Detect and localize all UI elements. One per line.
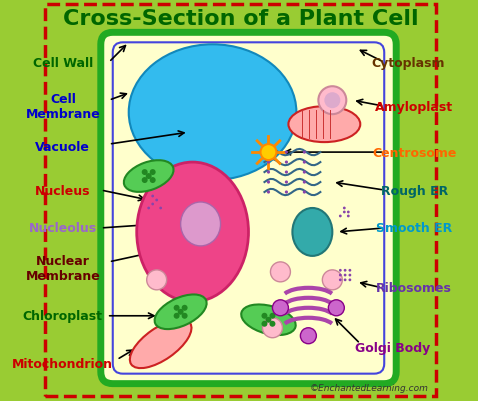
Ellipse shape [159, 207, 162, 210]
Text: Mitochondrion: Mitochondrion [12, 357, 113, 370]
Text: Amyloplast: Amyloplast [375, 100, 453, 113]
Ellipse shape [130, 320, 192, 368]
Ellipse shape [303, 151, 306, 154]
Ellipse shape [348, 274, 351, 277]
Ellipse shape [288, 107, 360, 143]
Ellipse shape [339, 279, 342, 282]
Ellipse shape [344, 274, 347, 277]
Ellipse shape [154, 295, 206, 329]
Ellipse shape [147, 207, 150, 210]
Text: Vacuole: Vacuole [35, 140, 90, 153]
Ellipse shape [141, 178, 148, 184]
Text: Cell Wall: Cell Wall [33, 57, 93, 70]
Ellipse shape [285, 181, 288, 184]
Ellipse shape [155, 199, 158, 202]
Ellipse shape [151, 203, 154, 206]
Ellipse shape [174, 313, 180, 319]
Ellipse shape [322, 270, 342, 290]
Text: ©EnchantedLearning.com: ©EnchantedLearning.com [309, 383, 428, 392]
Ellipse shape [129, 45, 296, 180]
Ellipse shape [347, 215, 350, 218]
Ellipse shape [343, 207, 346, 210]
Text: Cross-Section of a Plant Cell: Cross-Section of a Plant Cell [63, 9, 418, 29]
Ellipse shape [285, 171, 288, 174]
Text: Nucleolus: Nucleolus [29, 222, 97, 235]
Ellipse shape [267, 171, 270, 174]
Text: Golgi Body: Golgi Body [355, 341, 430, 354]
Ellipse shape [267, 181, 270, 184]
Text: Chloroplast: Chloroplast [23, 310, 103, 322]
Ellipse shape [182, 313, 187, 319]
Ellipse shape [146, 174, 152, 180]
Ellipse shape [124, 161, 174, 192]
Ellipse shape [347, 211, 350, 214]
Ellipse shape [267, 161, 270, 164]
Ellipse shape [270, 313, 275, 319]
Ellipse shape [181, 203, 220, 246]
Text: Nucleus: Nucleus [35, 184, 91, 197]
Ellipse shape [303, 171, 306, 174]
Text: Cytoplasm: Cytoplasm [371, 57, 445, 70]
Ellipse shape [285, 161, 288, 164]
Text: Cell
Membrane: Cell Membrane [25, 93, 100, 121]
Ellipse shape [325, 93, 340, 109]
Ellipse shape [303, 181, 306, 184]
Text: Smooth ER: Smooth ER [376, 222, 452, 235]
Ellipse shape [267, 151, 270, 154]
Ellipse shape [300, 328, 316, 344]
Ellipse shape [241, 305, 296, 335]
Ellipse shape [137, 163, 249, 302]
Ellipse shape [328, 300, 344, 316]
Ellipse shape [261, 145, 276, 161]
Ellipse shape [318, 87, 346, 115]
Ellipse shape [303, 191, 306, 194]
Ellipse shape [272, 300, 288, 316]
Ellipse shape [262, 318, 282, 338]
Ellipse shape [343, 211, 346, 214]
Ellipse shape [147, 270, 167, 290]
Ellipse shape [265, 317, 272, 323]
Ellipse shape [261, 313, 268, 319]
Ellipse shape [270, 321, 275, 327]
Ellipse shape [151, 195, 154, 198]
FancyBboxPatch shape [101, 33, 396, 384]
Ellipse shape [348, 269, 351, 272]
Text: Centrosome: Centrosome [372, 146, 456, 159]
Ellipse shape [150, 170, 156, 176]
Ellipse shape [339, 269, 342, 272]
Ellipse shape [303, 161, 306, 164]
Text: Nuclear
Membrane: Nuclear Membrane [25, 254, 100, 282]
Ellipse shape [261, 321, 268, 327]
Ellipse shape [178, 309, 184, 315]
Ellipse shape [285, 151, 288, 154]
Ellipse shape [285, 191, 288, 194]
Text: Ribosomes: Ribosomes [376, 282, 452, 295]
Ellipse shape [344, 279, 347, 282]
Ellipse shape [182, 305, 187, 311]
Ellipse shape [339, 215, 342, 218]
Text: Rough ER: Rough ER [380, 184, 448, 197]
Ellipse shape [141, 170, 148, 176]
Ellipse shape [339, 274, 342, 277]
Ellipse shape [348, 279, 351, 282]
Ellipse shape [150, 178, 156, 184]
Ellipse shape [271, 262, 291, 282]
Ellipse shape [293, 209, 332, 256]
Ellipse shape [267, 191, 270, 194]
Ellipse shape [344, 269, 347, 272]
Ellipse shape [174, 305, 180, 311]
